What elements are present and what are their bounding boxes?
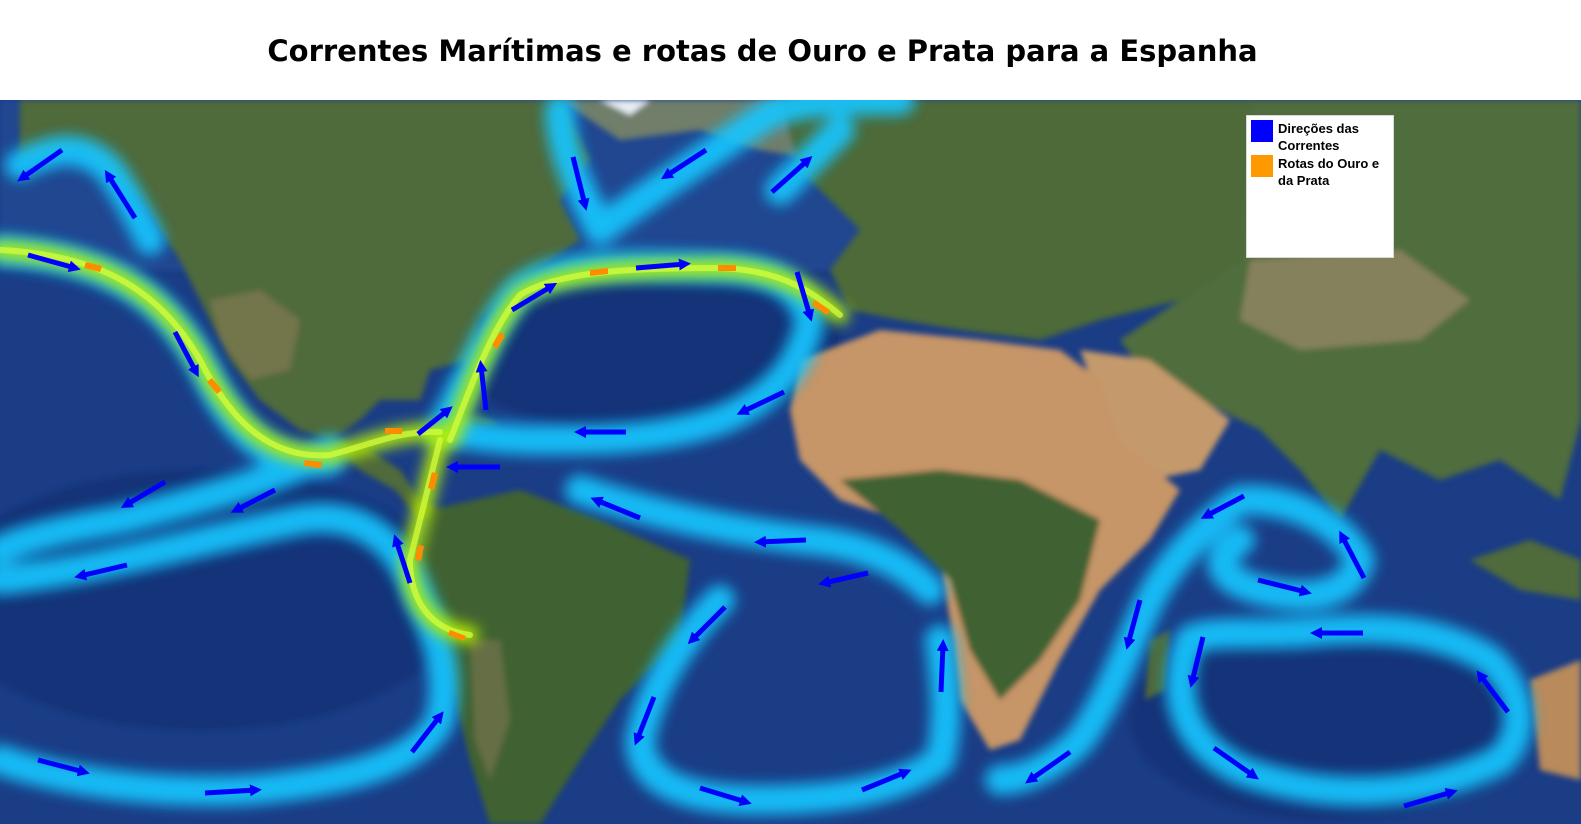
blue-square-icon [1251, 120, 1273, 142]
central-america [330, 440, 440, 520]
madagascar [1145, 630, 1170, 700]
legend-item-routes: Rotas do Ouro e da Prata [1251, 155, 1388, 189]
route-arrow [385, 428, 402, 434]
current-arrow [1257, 577, 1312, 597]
current-arrow [1187, 636, 1206, 688]
current-arrow [416, 406, 453, 436]
current-arrow [104, 169, 138, 220]
legend-label-routes: Rotas do Ouro e da Prata [1278, 156, 1380, 188]
current-arrow [660, 147, 708, 180]
legend: Direções das Correntes Rotas do Ouro e d… [1246, 115, 1394, 258]
current-arrow [687, 605, 727, 645]
current-arrow [754, 535, 807, 548]
current-arrow [475, 360, 489, 411]
route-arrows [84, 262, 830, 641]
north-america [20, 100, 590, 440]
current-arrow [936, 639, 949, 693]
current-arrow [1403, 787, 1458, 809]
current-arrow [204, 784, 262, 797]
arabian-peninsula [1080, 350, 1230, 480]
europe [780, 100, 1250, 340]
current-arrow [736, 389, 786, 415]
route-arrow [718, 265, 736, 271]
current-arrow [570, 156, 590, 211]
current-arrow [74, 562, 128, 581]
current-arrow [230, 487, 277, 513]
current-arrow [510, 282, 558, 313]
route-arrow [812, 300, 830, 315]
current-arrow [1123, 599, 1143, 650]
route-arrow [207, 378, 222, 394]
current-arrow [699, 785, 752, 806]
current-glow-bands [0, 100, 1534, 815]
current-arrow [861, 768, 912, 793]
current-arrow [37, 757, 90, 777]
route-arrow [448, 630, 466, 641]
australia [1530, 660, 1581, 780]
route-arrow [590, 268, 608, 276]
map-title: Correntes Marítimas e rotas de Ouro e Pr… [267, 34, 1258, 68]
route-arrow [415, 545, 424, 561]
route-arrow [304, 460, 322, 468]
route-arrow [428, 472, 438, 490]
current-arrow [590, 496, 641, 521]
current-arrow [1200, 493, 1246, 519]
current-arrow [794, 271, 815, 322]
current-arrow [1339, 530, 1367, 580]
current-arrow [635, 258, 691, 271]
current-arrow [818, 570, 869, 588]
current-arrow [27, 252, 81, 273]
current-arrow [1212, 745, 1259, 780]
current-arrow [410, 711, 444, 754]
legend-label-currents: Direções das Correntes [1278, 121, 1359, 153]
current-arrow [172, 330, 199, 378]
orange-square-icon [1251, 155, 1273, 177]
current-arrow [120, 479, 167, 509]
current-arrow [392, 534, 413, 584]
current-arrow [17, 147, 64, 182]
route-arrow [492, 332, 505, 349]
current-arrow [1025, 749, 1072, 784]
route-arrow [84, 262, 102, 272]
current-arrows [17, 147, 1510, 809]
current-arrow [770, 156, 813, 194]
current-arrow [633, 696, 657, 746]
legend-item-currents: Direções das Correntes [1251, 120, 1388, 154]
current-arrow [1476, 670, 1510, 714]
